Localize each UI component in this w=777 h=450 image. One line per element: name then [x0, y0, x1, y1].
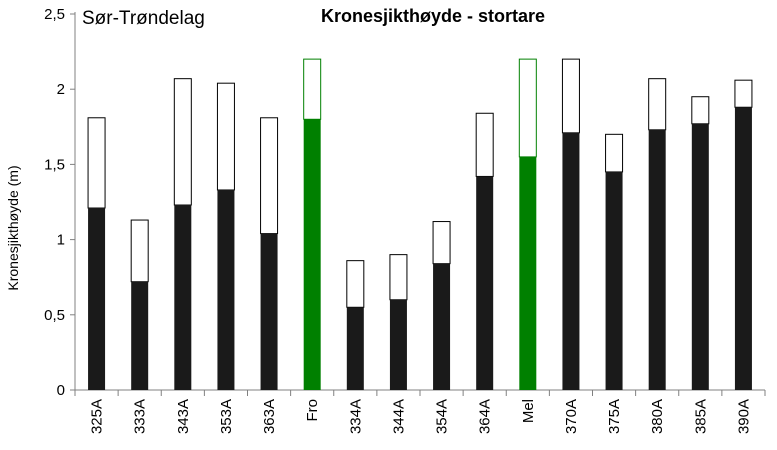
region-label: Sør-Trøndelag: [82, 8, 205, 29]
bar-lower-segment: [389, 299, 407, 390]
y-tick-label: 2: [57, 81, 65, 98]
bar-group-344a: [389, 254, 408, 390]
bar-group-343a: [173, 78, 192, 390]
bar-group-370a: [561, 58, 580, 391]
x-tick-label: 363A: [261, 399, 278, 434]
y-tick-label: 2,5: [44, 6, 65, 23]
bar-upper-segment: [389, 254, 408, 301]
bar-lower-segment: [260, 233, 278, 390]
bar-group-363a: [260, 117, 279, 390]
x-tick-label: 353A: [218, 399, 235, 434]
chart-title: Kronesjikthøyde - stortare: [321, 6, 545, 26]
x-tick-label: Mel: [520, 399, 537, 423]
y-tick-label: 1: [57, 232, 65, 249]
bar-upper-segment: [87, 117, 106, 209]
x-tick-label: 390A: [735, 399, 752, 434]
bar-group-364a: [475, 112, 494, 390]
bar-lower-segment: [174, 205, 192, 390]
bar-upper-segment: [303, 58, 322, 120]
bar-group-334a: [346, 260, 365, 390]
bar-upper-segment: [475, 112, 494, 177]
bar-upper-segment: [173, 78, 192, 206]
y-axis: 0 0,5 1 1,5 2 2,5: [44, 6, 76, 399]
x-tick-label: 380A: [649, 399, 666, 434]
bar-group-fro: [303, 58, 322, 390]
bar-lower-segment: [217, 189, 235, 390]
y-tick-label: 0,5: [44, 307, 65, 324]
x-tick-label: 344A: [390, 399, 407, 434]
x-tick-label: 375A: [606, 399, 623, 434]
bar-upper-segment: [734, 79, 753, 108]
x-tick-labels: 325A 333A 343A 353A 363A Fro 334A 344A 354A 364A M…: [89, 399, 753, 434]
bar-lower-segment: [346, 307, 364, 390]
bar-upper-segment: [346, 260, 365, 308]
y-tick-label: 1,5: [44, 156, 65, 173]
bar-lower-segment: [519, 156, 537, 390]
x-tick-label: 354A: [434, 399, 451, 434]
bar-lower-segment: [433, 263, 451, 390]
x-tick-label: 325A: [89, 399, 106, 434]
bar-lower-segment: [605, 171, 623, 390]
bar-lower-segment: [691, 123, 709, 391]
x-tick-label: 370A: [563, 399, 580, 434]
bar-group-353a: [216, 82, 235, 390]
bar-lower-segment: [88, 208, 106, 390]
bar-lower-segment: [648, 129, 666, 391]
bar-group-333a: [130, 219, 149, 390]
x-tick-label: Fro: [304, 399, 321, 422]
bar-upper-segment: [561, 58, 580, 134]
bar-lower-segment: [476, 176, 494, 390]
bar-upper-segment: [216, 82, 235, 191]
bar-lower-segment: [562, 132, 580, 391]
bar-group-390a: [734, 79, 753, 391]
bar-group-385a: [691, 96, 710, 391]
x-tick-label: 334A: [347, 399, 364, 434]
bar-upper-segment: [648, 78, 667, 131]
bar-upper-segment: [518, 58, 537, 158]
y-axis-label: Kronesjikthøyde (m): [5, 165, 21, 290]
bar-upper-segment: [432, 221, 451, 265]
x-tick-label: 343A: [175, 399, 192, 434]
bar-group-354a: [432, 221, 451, 390]
x-tick-label: 385A: [692, 399, 709, 434]
bar-upper-segment: [691, 96, 710, 125]
bar-lower-segment: [303, 119, 321, 390]
bar-upper-segment: [130, 219, 149, 283]
x-tick-label: 333A: [132, 399, 149, 434]
y-tick-label: 0: [57, 382, 65, 399]
bar-upper-segment: [260, 117, 279, 235]
bars: [87, 58, 753, 391]
bar-upper-segment: [605, 133, 624, 173]
x-tick-label: 364A: [477, 399, 494, 434]
bar-lower-segment: [131, 281, 149, 390]
bar-lower-segment: [734, 107, 752, 391]
bar-group-325a: [87, 117, 106, 390]
bar-group-380a: [648, 78, 667, 391]
bar-group-mel: [518, 58, 537, 390]
bar-group-375a: [605, 133, 624, 390]
x-axis: [74, 389, 766, 396]
